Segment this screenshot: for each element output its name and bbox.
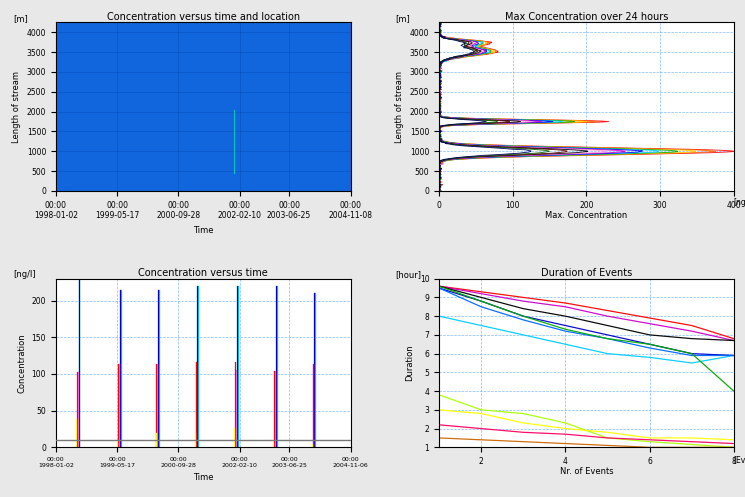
Y-axis label: Concentration: Concentration: [17, 333, 26, 393]
Title: Concentration versus time: Concentration versus time: [139, 268, 268, 278]
Y-axis label: Length of stream: Length of stream: [396, 71, 405, 143]
Text: [ng/l]: [ng/l]: [13, 270, 36, 279]
Text: [m]: [m]: [13, 14, 28, 23]
Text: [Events]: [Events]: [734, 455, 745, 464]
Text: [hour]: [hour]: [395, 270, 421, 279]
Y-axis label: Length of stream: Length of stream: [12, 71, 21, 143]
Y-axis label: Duration: Duration: [405, 345, 414, 381]
X-axis label: Nr. of Events: Nr. of Events: [559, 467, 613, 477]
Text: [m]: [m]: [395, 14, 410, 23]
Text: [ng/l]: [ng/l]: [734, 198, 745, 207]
Title: Concentration versus time and location: Concentration versus time and location: [107, 11, 299, 21]
Title: Duration of Events: Duration of Events: [541, 268, 632, 278]
X-axis label: Time: Time: [193, 226, 214, 235]
Title: Max Concentration over 24 hours: Max Concentration over 24 hours: [505, 11, 668, 21]
X-axis label: Max. Concentration: Max. Concentration: [545, 211, 627, 220]
X-axis label: Time: Time: [193, 473, 214, 483]
